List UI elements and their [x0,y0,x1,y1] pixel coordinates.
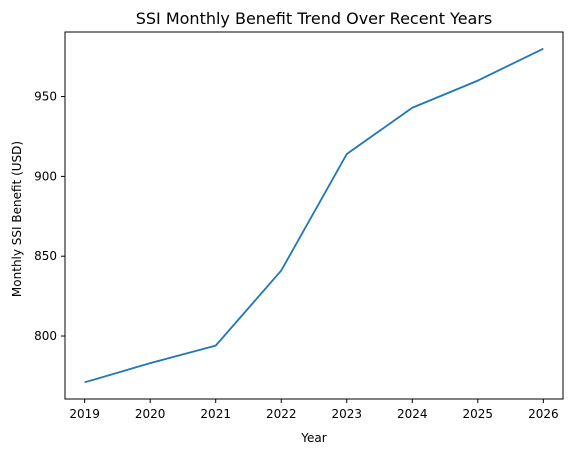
y-tick-label: 850 [34,249,57,263]
y-tick-label: 950 [34,90,57,104]
x-tick-label: 2019 [69,407,100,421]
plot-area [64,31,564,400]
y-tick-label: 800 [34,329,57,343]
y-tick-label: 900 [34,169,57,183]
y-axis-label: Monthly SSI Benefit (USD) [10,141,24,297]
x-tick-label: 2025 [463,407,494,421]
x-axis: 2019 2020 2021 2022 2023 2024 2025 2026 [69,399,559,421]
x-tick-label: 2023 [331,407,362,421]
plot-frame [64,31,564,400]
x-tick-label: 2020 [135,407,166,421]
x-tick-label: 2026 [528,407,559,421]
series-layer [84,47,544,384]
x-axis-label: Year [300,431,326,445]
series-line [84,47,544,384]
x-tick-label: 2024 [397,407,428,421]
y-axis: 800 850 900 950 [34,90,65,343]
x-tick-label: 2022 [266,407,297,421]
x-tick-label: 2021 [200,407,231,421]
chart-title: SSI Monthly Benefit Trend Over Recent Ye… [136,9,493,28]
